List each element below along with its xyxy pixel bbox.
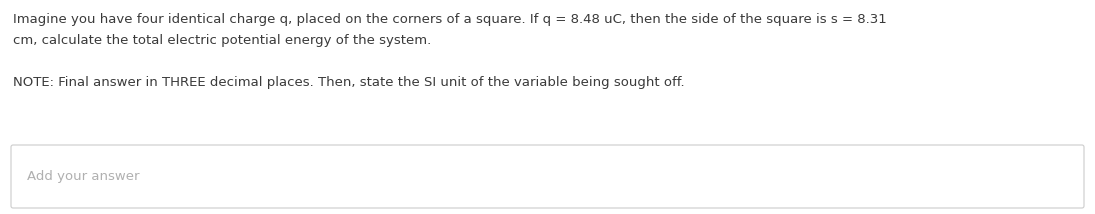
Text: NOTE: Final answer in THREE decimal places. Then, state the SI unit of the varia: NOTE: Final answer in THREE decimal plac… — [13, 76, 684, 89]
Text: Add your answer: Add your answer — [27, 170, 139, 183]
FancyBboxPatch shape — [11, 145, 1084, 208]
Text: Imagine you have four identical charge q, placed on the corners of a square. If : Imagine you have four identical charge q… — [13, 13, 887, 26]
Text: cm, calculate the total electric potential energy of the system.: cm, calculate the total electric potenti… — [13, 34, 431, 47]
